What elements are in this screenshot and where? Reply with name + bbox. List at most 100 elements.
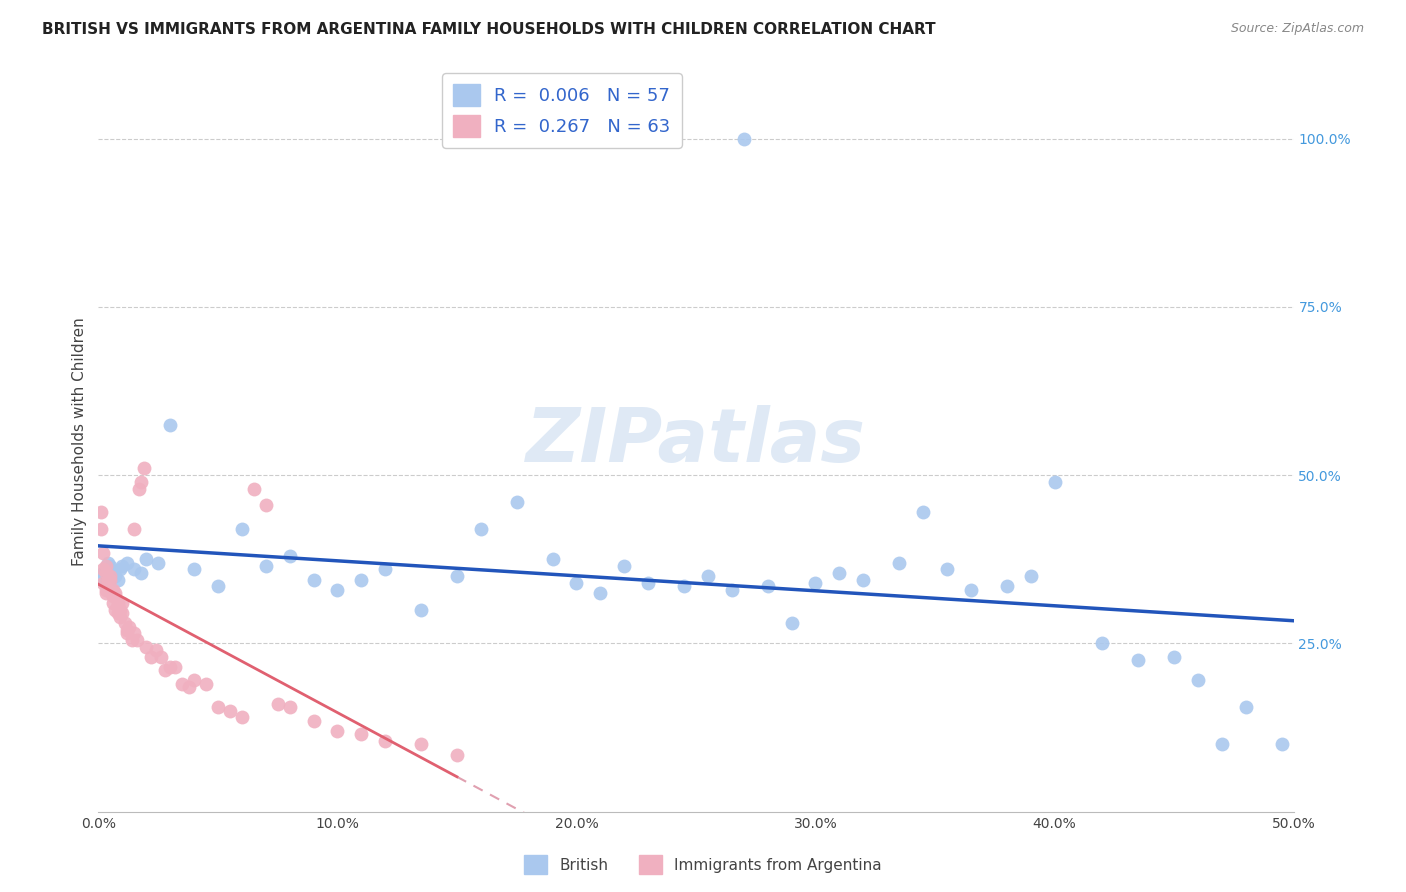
Y-axis label: Family Households with Children: Family Households with Children — [72, 318, 87, 566]
Point — [756, 579, 779, 593]
Legend: British, Immigrants from Argentina: British, Immigrants from Argentina — [519, 849, 887, 880]
Point — [90, 573, 112, 587]
Point — [115, 626, 138, 640]
Point — [135, 640, 157, 654]
Point — [131, 566, 153, 580]
Point — [374, 562, 396, 576]
Point — [155, 664, 177, 678]
Point — [128, 482, 150, 496]
Point — [101, 582, 124, 597]
Point — [1271, 738, 1294, 752]
Point — [98, 582, 122, 597]
Point — [98, 559, 122, 574]
Point — [231, 522, 253, 536]
Point — [108, 603, 131, 617]
Point — [780, 616, 803, 631]
Point — [960, 582, 983, 597]
Point — [97, 573, 120, 587]
Point — [125, 633, 148, 648]
Point — [94, 562, 117, 576]
Point — [1019, 569, 1042, 583]
Point — [172, 677, 194, 691]
Point — [118, 619, 141, 633]
Point — [111, 606, 134, 620]
Point — [541, 552, 564, 566]
Point — [326, 723, 349, 738]
Point — [1211, 738, 1233, 752]
Point — [350, 573, 373, 587]
Point — [889, 556, 911, 570]
Point — [91, 562, 114, 576]
Point — [911, 505, 934, 519]
Point — [107, 596, 129, 610]
Point — [91, 566, 114, 580]
Point — [104, 569, 127, 583]
Point — [90, 505, 112, 519]
Point — [107, 606, 129, 620]
Point — [163, 660, 186, 674]
Point — [135, 552, 157, 566]
Point — [124, 522, 146, 536]
Point — [148, 556, 170, 570]
Point — [411, 738, 433, 752]
Point — [243, 482, 266, 496]
Point — [446, 747, 468, 762]
Text: Source: ZipAtlas.com: Source: ZipAtlas.com — [1230, 22, 1364, 36]
Point — [94, 566, 117, 580]
Point — [613, 559, 636, 574]
Point — [278, 700, 301, 714]
Point — [101, 590, 124, 604]
Point — [108, 609, 131, 624]
Point — [565, 575, 588, 590]
Point — [302, 714, 325, 728]
Point — [121, 633, 143, 648]
Point — [104, 603, 127, 617]
Point — [97, 556, 120, 570]
Point — [207, 700, 229, 714]
Point — [159, 660, 181, 674]
Point — [179, 680, 201, 694]
Point — [97, 575, 120, 590]
Point — [101, 566, 124, 580]
Point — [1187, 673, 1209, 688]
Point — [91, 575, 114, 590]
Point — [1043, 475, 1066, 489]
Point — [470, 522, 492, 536]
Point — [114, 616, 136, 631]
Point — [107, 599, 129, 614]
Point — [108, 562, 131, 576]
Point — [589, 586, 612, 600]
Text: ZIPatlas: ZIPatlas — [526, 405, 866, 478]
Point — [145, 643, 167, 657]
Point — [124, 562, 146, 576]
Point — [104, 586, 127, 600]
Point — [267, 697, 290, 711]
Point — [219, 704, 242, 718]
Point — [446, 569, 468, 583]
Point — [254, 499, 277, 513]
Point — [1234, 700, 1257, 714]
Point — [94, 559, 117, 574]
Point — [637, 575, 659, 590]
Point — [207, 579, 229, 593]
Point — [139, 649, 162, 664]
Point — [94, 586, 117, 600]
Point — [91, 546, 114, 560]
Point — [231, 710, 253, 724]
Point — [326, 582, 349, 597]
Text: BRITISH VS IMMIGRANTS FROM ARGENTINA FAMILY HOUSEHOLDS WITH CHILDREN CORRELATION: BRITISH VS IMMIGRANTS FROM ARGENTINA FAM… — [42, 22, 936, 37]
Point — [111, 559, 134, 574]
Point — [101, 596, 124, 610]
Point — [278, 549, 301, 563]
Legend: R =  0.006   N = 57, R =  0.267   N = 63: R = 0.006 N = 57, R = 0.267 N = 63 — [441, 73, 682, 148]
Point — [107, 573, 129, 587]
Point — [183, 673, 205, 688]
Point — [733, 131, 755, 145]
Point — [132, 461, 155, 475]
Point — [111, 596, 134, 610]
Point — [350, 727, 373, 741]
Point — [1163, 649, 1185, 664]
Point — [254, 559, 277, 574]
Point — [828, 566, 851, 580]
Point — [115, 556, 138, 570]
